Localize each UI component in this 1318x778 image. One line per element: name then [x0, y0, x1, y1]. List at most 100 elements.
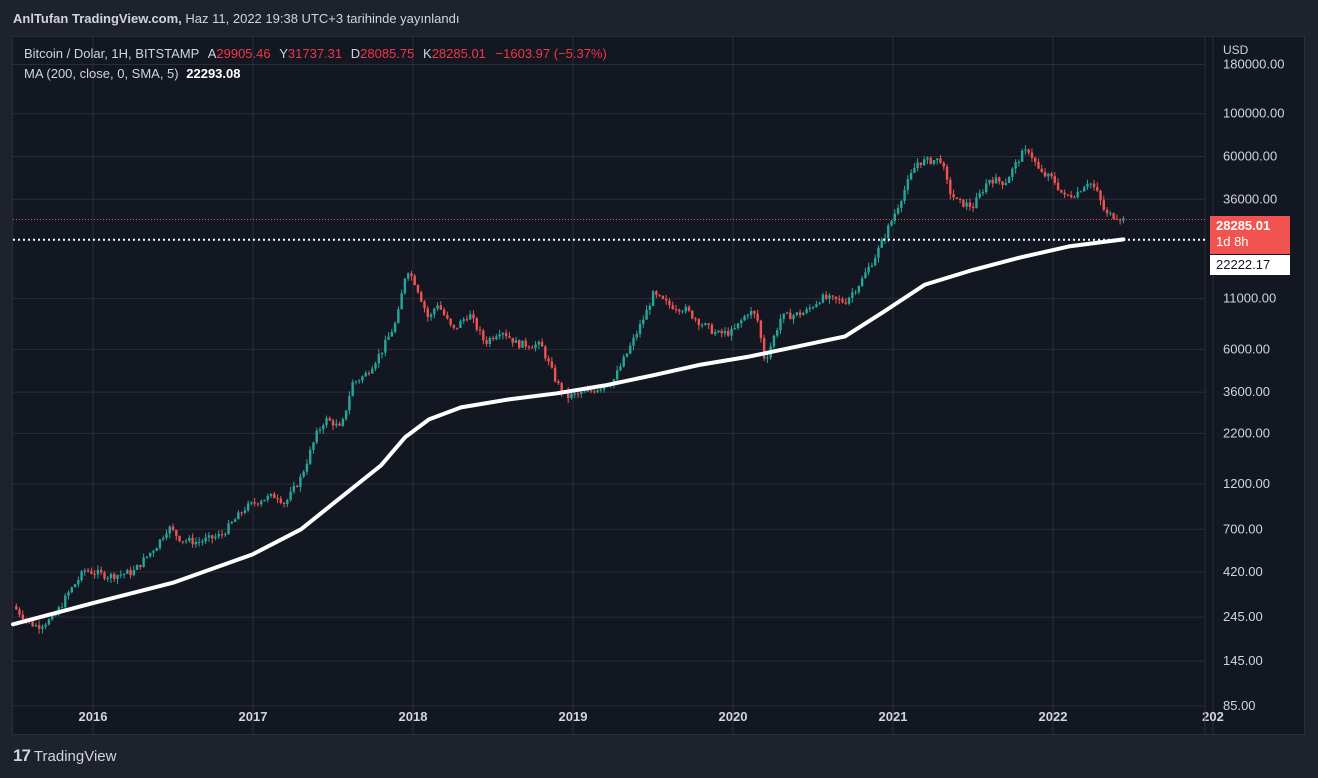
- candle-body-up: [988, 179, 991, 184]
- candle-body-down: [1043, 172, 1047, 177]
- candle-body-up: [184, 540, 188, 542]
- candle-body-up: [145, 556, 149, 558]
- candle-body-up: [233, 519, 237, 522]
- candle-body-down: [426, 308, 429, 318]
- candle-body-up: [749, 310, 753, 316]
- candle-body-up: [880, 239, 883, 248]
- candle-body-down: [668, 300, 671, 306]
- candle-body-up: [740, 320, 743, 324]
- candle-body-up: [978, 193, 981, 198]
- candle-body-down: [482, 330, 485, 341]
- candle-body-up: [77, 579, 80, 585]
- candle-body-up: [926, 157, 929, 160]
- candle-body-up: [913, 167, 916, 173]
- candle-body-up: [289, 491, 292, 500]
- candle-body-down: [220, 534, 224, 536]
- candle-body-up: [802, 313, 805, 316]
- candle-body-down: [527, 346, 531, 348]
- candle-body-up: [1004, 183, 1008, 185]
- candle-body-up: [717, 330, 720, 333]
- close-value: 28285.01: [431, 46, 486, 61]
- candle-body-up: [237, 512, 240, 520]
- publish-header: AnlTufan TradingView.com, Haz 11, 2022 1…: [13, 11, 459, 26]
- candle-body-up: [286, 499, 289, 504]
- candle-body-down: [952, 194, 955, 198]
- candle-body-up: [132, 569, 136, 576]
- price-tick-label: 11000.00: [1223, 291, 1276, 306]
- legend-symbol[interactable]: Bitcoin / Dolar, 1H, BITSTAMP: [24, 46, 200, 61]
- candle-body-up: [322, 425, 325, 430]
- chart-pane[interactable]: [12, 36, 1305, 735]
- candle-body-down: [550, 361, 554, 368]
- candle-body-up: [188, 537, 191, 541]
- candle-body-down: [1001, 181, 1004, 185]
- candle-body-up: [1109, 213, 1112, 215]
- candle-body-up: [269, 493, 273, 496]
- candle-body-up: [890, 220, 893, 226]
- candle-body-up: [965, 202, 968, 207]
- candle-body-up: [155, 548, 158, 552]
- ma-label[interactable]: MA (200, close, 0, SMA, 5): [24, 66, 179, 81]
- candle-body-up: [47, 619, 51, 625]
- high-label: Y: [279, 46, 288, 61]
- price-tick-label: 420.00: [1223, 564, 1263, 579]
- legend-ma-row: MA (200, close, 0, SMA, 5) 22293.08: [24, 64, 607, 84]
- footer-brand[interactable]: 17 TradingView: [13, 746, 116, 766]
- candle-body-down: [1050, 173, 1053, 177]
- candle-body-up: [374, 363, 377, 369]
- candle-body-up: [429, 314, 433, 318]
- candle-body-up: [851, 292, 854, 298]
- candle-body-up: [867, 266, 870, 273]
- candle-body-down: [576, 393, 580, 395]
- candle-body-up: [41, 626, 44, 629]
- candle-body-down: [331, 420, 335, 426]
- candle-body-down: [420, 292, 423, 302]
- candle-body-down: [838, 298, 841, 300]
- author-name[interactable]: AnlTufan: [13, 11, 69, 26]
- candle-body-up: [351, 382, 354, 397]
- candle-body-up: [204, 537, 207, 542]
- candle-body-down: [971, 206, 975, 209]
- currency-label[interactable]: USD: [1223, 43, 1249, 57]
- candle-body-up: [299, 476, 302, 487]
- candle-body-down: [991, 179, 994, 184]
- candle-body-down: [1040, 168, 1043, 173]
- candle-body-up: [406, 273, 410, 279]
- candle-body-up: [498, 334, 501, 337]
- candle-body-down: [129, 570, 132, 576]
- candle-body-up: [224, 534, 227, 536]
- candle-body-up: [704, 323, 707, 326]
- candle-body-down: [1115, 218, 1119, 220]
- candle-body-up: [436, 305, 439, 309]
- candle-body-up: [318, 429, 322, 431]
- candle-body-up: [400, 293, 403, 310]
- candle-body-down: [567, 391, 570, 398]
- candle-body-down: [831, 295, 834, 297]
- candle-body-down: [256, 503, 260, 505]
- candle-body-up: [1076, 191, 1079, 198]
- candle-body-up: [495, 336, 498, 340]
- candle-body-up: [772, 335, 776, 347]
- candle-body-up: [795, 312, 799, 316]
- candle-body-down: [825, 294, 828, 299]
- candle-body-up: [632, 337, 635, 346]
- candle-body-up: [596, 390, 599, 393]
- candle-body-up: [162, 537, 165, 540]
- price-tick-label: 36000.00: [1223, 191, 1277, 206]
- time-tick-label: 2022: [1039, 709, 1068, 724]
- candle-body-down: [687, 306, 691, 311]
- candle-body-up: [864, 272, 867, 279]
- candle-body-up: [776, 330, 779, 336]
- candle-body-up: [808, 307, 812, 310]
- change-value: −1603.97 (−5.37%): [495, 46, 607, 61]
- candle-body-down: [1053, 176, 1057, 183]
- candle-body-down: [175, 530, 178, 536]
- candle-body-up: [857, 286, 861, 293]
- candle-body-up: [811, 307, 815, 309]
- candle-body-down: [958, 198, 962, 200]
- candle-body-down: [504, 333, 508, 337]
- ma-value: 22293.08: [186, 66, 241, 81]
- candle-body-down: [929, 157, 932, 164]
- candle-body-down: [789, 312, 792, 320]
